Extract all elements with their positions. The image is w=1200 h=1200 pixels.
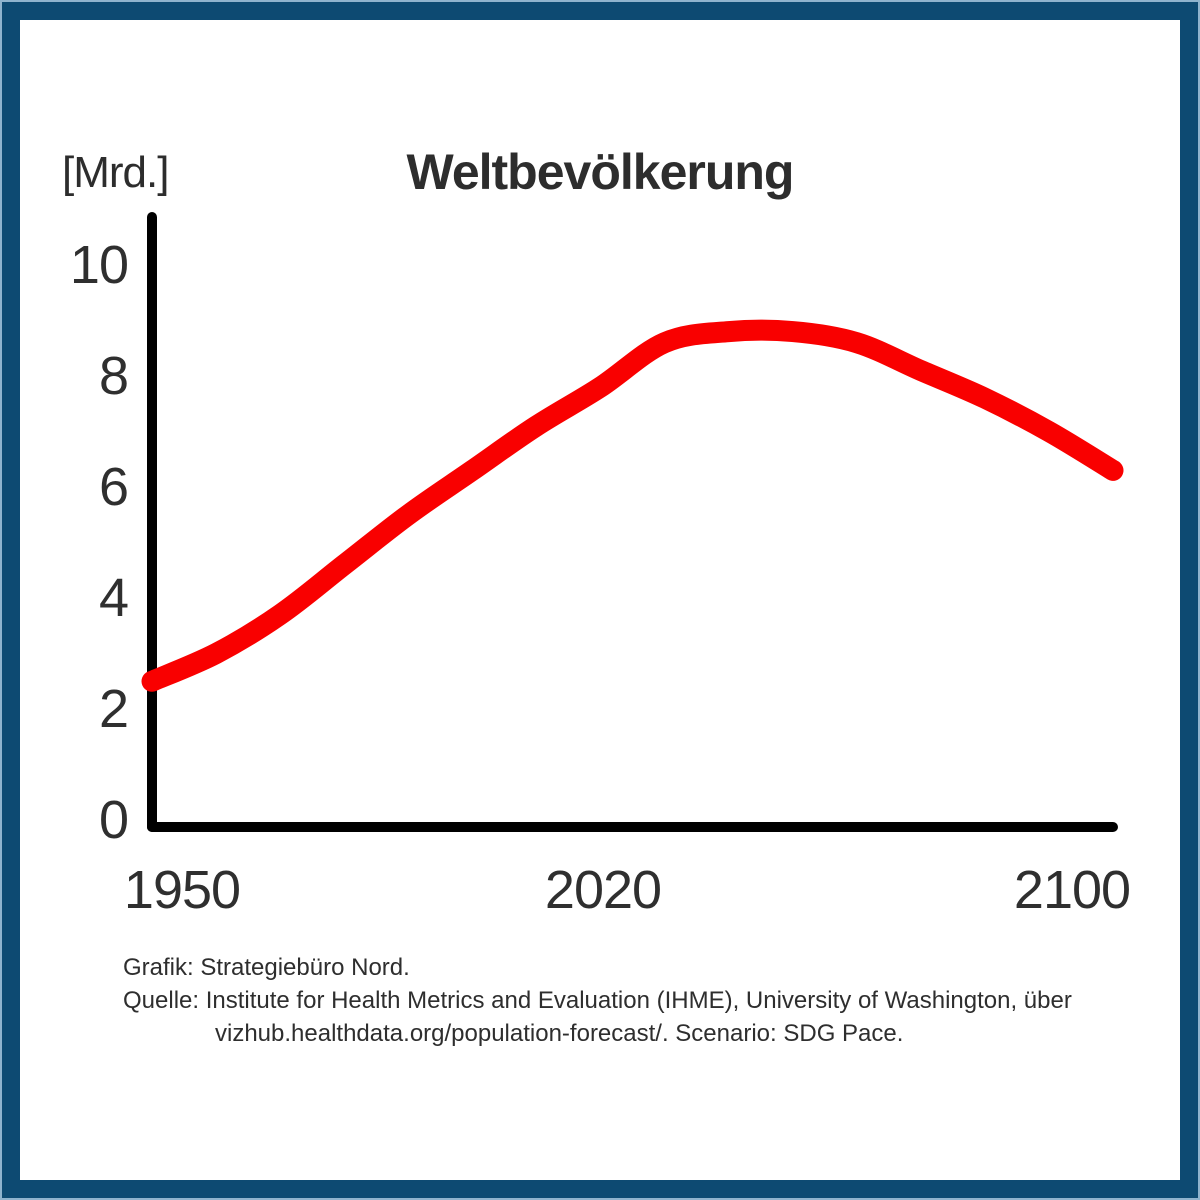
y-tick-0: 0 <box>98 790 129 850</box>
y-tick-8: 8 <box>98 346 129 406</box>
y-axis-unit-label: [Mrd.] <box>62 148 169 197</box>
y-tick-2: 2 <box>98 679 129 739</box>
credit-line: Grafik: Strategiebüro Nord. <box>123 954 410 981</box>
source-line: Quelle: Institute for Health Metrics and… <box>123 987 1072 1014</box>
chart-title: Weltbevölkerung <box>406 144 795 200</box>
x-tick-1950: 1950 <box>123 860 241 920</box>
x-tick-2020: 2020 <box>544 860 662 920</box>
y-tick-4: 4 <box>98 568 129 628</box>
population-curve <box>141 319 1124 692</box>
x-tick-2100: 2100 <box>1013 860 1131 920</box>
source-credit: Grafik: Strategiebüro Nord. Quelle: Inst… <box>123 951 1072 1050</box>
y-tick-10: 10 <box>69 235 129 295</box>
source-line-continued: vizhub.healthdata.org/population-forecas… <box>215 1020 904 1047</box>
y-tick-6: 6 <box>98 457 129 517</box>
